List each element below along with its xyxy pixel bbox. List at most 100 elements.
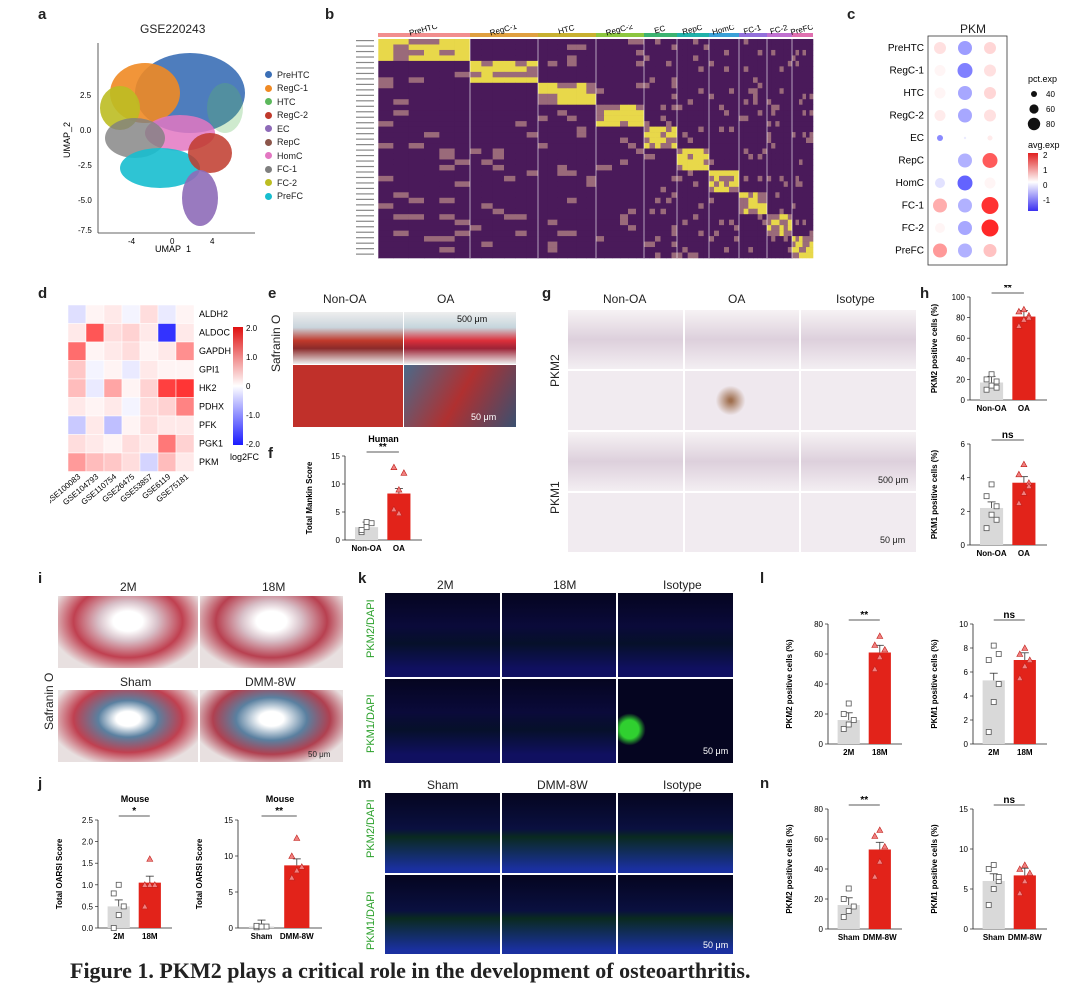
heatmap-cell bbox=[596, 137, 605, 144]
chart-point bbox=[995, 651, 1002, 657]
heatmap-cell bbox=[454, 208, 471, 215]
heatmap-cell bbox=[799, 77, 803, 84]
heatmap-cell bbox=[693, 104, 699, 111]
heatmap-cell bbox=[698, 186, 704, 193]
heatmap-cell bbox=[660, 197, 667, 204]
heatmap-cell bbox=[687, 44, 694, 51]
heatmap-cell bbox=[504, 247, 516, 253]
heatmap-cell bbox=[424, 170, 440, 177]
heatmap-cell bbox=[671, 230, 678, 237]
heatmap-cell bbox=[515, 121, 527, 127]
heatmap-cell bbox=[703, 186, 710, 193]
heatmap-cell bbox=[470, 170, 482, 177]
umap-plot: 2.5 0.0 -2.5 -5.0 -7.5 -4 0 4 UMAP_1 UMA… bbox=[62, 43, 255, 253]
heatmap-cell bbox=[596, 175, 605, 182]
heatmap-group-bar bbox=[767, 33, 792, 37]
heatmap-cell bbox=[586, 241, 597, 248]
heatmap-cell bbox=[636, 219, 645, 226]
heatmap-cell bbox=[693, 153, 699, 160]
umap-legend-item: HomC bbox=[265, 149, 310, 163]
chart-point bbox=[263, 923, 270, 930]
heatmap-cell bbox=[762, 110, 768, 116]
heatmap-cell bbox=[787, 39, 793, 45]
heatmap-cell bbox=[767, 126, 772, 133]
heatmap-cell bbox=[644, 143, 650, 149]
heatmap-cell bbox=[636, 203, 645, 210]
heatmap-cell bbox=[729, 148, 735, 155]
heatmap-cell bbox=[557, 225, 568, 231]
heatmap-cell bbox=[771, 121, 776, 127]
heatmap-cell bbox=[802, 148, 807, 155]
heatmap-cell bbox=[504, 104, 516, 111]
heatmap-cell bbox=[547, 153, 558, 160]
heatmap-cell bbox=[515, 104, 527, 111]
heatmap-cell bbox=[628, 39, 637, 45]
heatmap-cell bbox=[787, 159, 793, 166]
heatmap-cell bbox=[628, 77, 637, 84]
heatmap-cell bbox=[644, 252, 650, 259]
heatmap-gene-label bbox=[356, 116, 374, 118]
heatmap-cell bbox=[775, 82, 780, 89]
heatmap-cell bbox=[526, 225, 539, 231]
heatmap-cell bbox=[677, 241, 683, 248]
heatmap-cell bbox=[783, 39, 789, 45]
scale-bar-g-top: 500 μm bbox=[878, 475, 909, 485]
heatmap-cell bbox=[739, 241, 744, 248]
heatmap-cell bbox=[649, 219, 656, 226]
heatmap-cell bbox=[698, 148, 704, 155]
heatmap-cell bbox=[660, 93, 667, 100]
dotplot-size-label: 80 bbox=[1046, 120, 1055, 129]
heatmap-cell bbox=[757, 236, 763, 242]
heatmap-cell bbox=[586, 126, 597, 133]
heatmap-cell bbox=[393, 170, 409, 177]
heatmap-cell bbox=[703, 39, 710, 45]
heatmap-gene-label bbox=[356, 248, 374, 250]
heatmap-cell bbox=[424, 88, 440, 95]
heatmap-cell bbox=[719, 66, 725, 73]
heatmap-cell bbox=[649, 241, 656, 248]
heatmap-cell bbox=[767, 115, 772, 122]
heatmap-cell bbox=[424, 225, 440, 231]
heatmap-cell bbox=[743, 60, 749, 67]
heatmap-cell bbox=[734, 164, 740, 171]
heatmap-cell bbox=[693, 39, 699, 45]
heatmap-gene-label bbox=[356, 253, 374, 255]
heatmap-cell bbox=[538, 132, 548, 138]
log2fc-cell bbox=[157, 434, 177, 454]
heatmap-cell bbox=[687, 126, 694, 133]
heatmap-cell bbox=[724, 153, 730, 160]
heatmap-cell bbox=[557, 203, 568, 210]
heatmap-cell bbox=[649, 66, 656, 73]
heatmap-cell bbox=[724, 230, 730, 237]
heatmap-cell bbox=[666, 181, 672, 188]
heatmap-cell bbox=[454, 175, 471, 182]
heatmap-cell bbox=[612, 77, 621, 84]
heatmap-cell bbox=[538, 219, 548, 226]
log2fc-cell bbox=[67, 378, 87, 398]
heatmap-cell bbox=[687, 148, 694, 155]
heatmap-cell bbox=[739, 55, 744, 62]
heatmap-cell bbox=[757, 66, 763, 73]
heatmap-cell bbox=[547, 143, 558, 149]
heatmap-cell bbox=[424, 241, 440, 248]
heatmap-cell bbox=[714, 225, 720, 231]
heatmap-cell bbox=[666, 71, 672, 78]
heatmap-cell bbox=[492, 71, 505, 78]
heatmap-cell bbox=[470, 148, 482, 155]
heatmap-cell bbox=[424, 121, 440, 127]
chart-bar bbox=[138, 882, 161, 928]
heatmap-cell bbox=[775, 164, 780, 171]
heatmap-cell bbox=[739, 44, 744, 51]
log2fc-cell bbox=[121, 323, 141, 343]
heatmap-cell bbox=[424, 186, 440, 193]
heatmap-cell bbox=[557, 44, 568, 51]
heatmap-cell bbox=[802, 44, 807, 51]
heatmap-cell bbox=[604, 66, 613, 73]
heatmap-cell bbox=[799, 153, 803, 160]
chart-point bbox=[845, 885, 852, 892]
heatmap-cell bbox=[660, 49, 667, 56]
heatmap-cell bbox=[709, 153, 715, 160]
chart-y-tick-label: 40 bbox=[814, 865, 823, 874]
heatmap-cell bbox=[693, 66, 699, 73]
heatmap-cell bbox=[393, 126, 409, 133]
